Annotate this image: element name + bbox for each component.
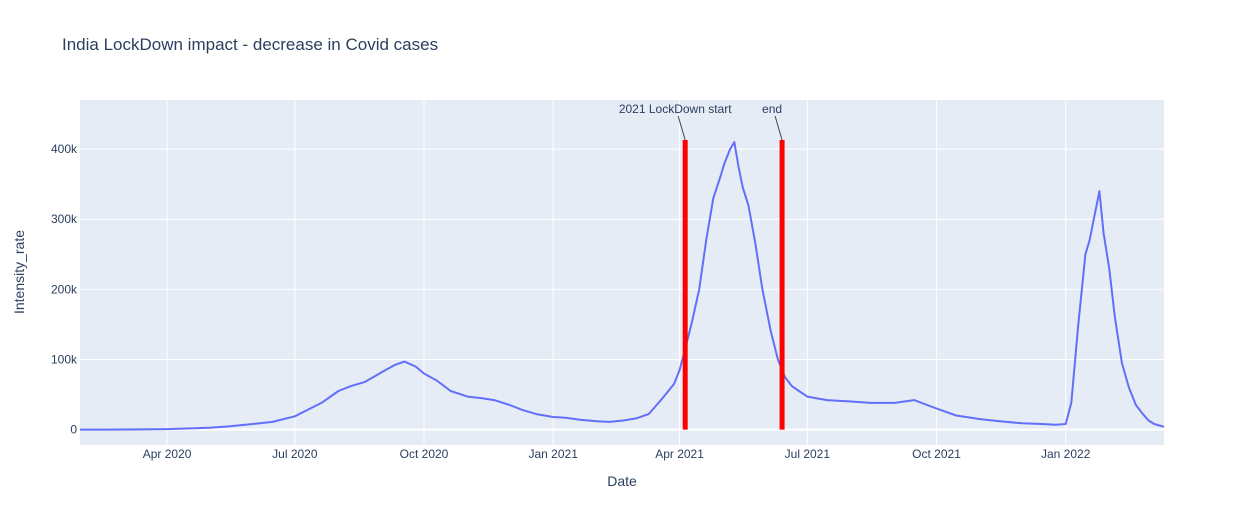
x-tick-label: Apr 2020: [143, 447, 192, 461]
x-tick-label: Jan 2022: [1041, 447, 1091, 461]
plot-area: [80, 100, 1164, 445]
y-tick-label: 200k: [51, 282, 78, 296]
annotation-arrow: [677, 115, 686, 141]
x-tick-label: Jul 2020: [272, 447, 318, 461]
x-tick-label: Oct 2021: [912, 447, 961, 461]
annotation-arrow: [774, 115, 783, 141]
grid-lines: [80, 100, 1164, 445]
y-tick-label: 300k: [51, 212, 78, 226]
plot-content: 2021 LockDown start end: [80, 102, 1165, 431]
x-axis-label: Date: [607, 473, 637, 489]
series-line: [80, 141, 1165, 431]
annotation-label: 2021 LockDown start: [619, 102, 732, 116]
y-tick-label: 0: [70, 423, 77, 437]
axis-ticks: 0 100k 200k 300k 400k Apr 2020 Jul 2020 Oct 202…: [51, 142, 1091, 461]
x-tick-label: Jul 2021: [785, 447, 831, 461]
x-tick-label: Jan 2021: [529, 447, 579, 461]
y-axis-label: Intensity_rate: [11, 230, 27, 314]
chart-title: India LockDown impact - decrease in Covi…: [62, 35, 438, 54]
y-tick-label: 100k: [51, 352, 78, 366]
x-tick-label: Apr 2021: [655, 447, 704, 461]
y-tick-label: 400k: [51, 142, 78, 156]
x-tick-label: Oct 2020: [400, 447, 449, 461]
annotation-label: end: [762, 102, 782, 116]
